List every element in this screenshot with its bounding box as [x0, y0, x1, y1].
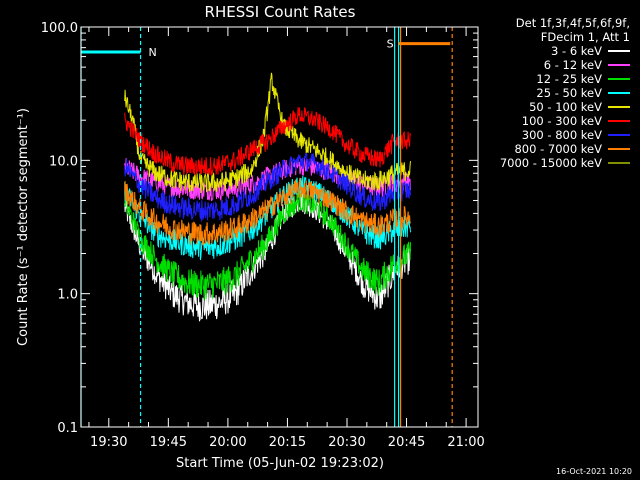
legend-item-0: 3 - 6 keV: [470, 44, 630, 58]
legend-item-3: 25 - 50 keV: [470, 86, 630, 100]
y-tick-label-1: 1.0: [57, 288, 78, 303]
x-tick-label-6: 21:00: [447, 435, 484, 450]
legend-label-2: 12 - 25 keV: [536, 72, 602, 86]
legend-item-2: 12 - 25 keV: [470, 72, 630, 86]
y-axis-label: Count Rate (s⁻¹ detector segment⁻¹): [16, 108, 31, 346]
y-tick-label-0: 0.1: [57, 421, 78, 436]
plot-frame: [80, 26, 479, 428]
series-line-2: [124, 190, 411, 301]
legend-swatch-2: [608, 78, 630, 80]
y-axis: 0.1 1.0 10.0 100.0: [41, 21, 478, 436]
legend-swatch-7: [608, 148, 630, 150]
chart-title: RHESSI Count Rates: [205, 3, 356, 21]
legend-title-line-2: FDecim 1, Att 1: [540, 30, 630, 44]
y-tick-label-2: 10.0: [49, 154, 78, 169]
legend-swatch-4: [608, 106, 630, 108]
legend-label-4: 50 - 100 keV: [529, 100, 602, 114]
legend-label-8: 7000 - 15000 keV: [499, 156, 602, 170]
legend-item-1: 6 - 12 keV: [470, 58, 630, 72]
legend-swatch-1: [608, 64, 630, 66]
x-tick-label-2: 20:00: [209, 435, 246, 450]
x-tick-label-4: 20:30: [328, 435, 365, 450]
series-curves: [124, 72, 411, 322]
x-tick-label-0: 19:30: [90, 435, 127, 450]
legend-item-7: 800 - 7000 keV: [470, 142, 630, 156]
legend-swatch-8: [608, 162, 630, 164]
annotation-label-1: S: [387, 38, 394, 51]
x-tick-label-3: 20:15: [269, 435, 306, 450]
annotation-label-0: N: [149, 46, 157, 59]
y-tick-label-3: 100.0: [41, 21, 78, 36]
legend-label-1: 6 - 12 keV: [543, 58, 602, 72]
legend-item-5: 100 - 300 keV: [470, 114, 630, 128]
x-axis-label: Start Time (05-Jun-02 19:23:02): [176, 456, 384, 471]
series-line-7: [124, 177, 411, 246]
legend-swatch-0: [608, 50, 630, 52]
x-axis: 19:30 19:45 20:00 20:15 20:30 20:45 21:00: [88, 27, 485, 450]
x-tick-label-5: 20:45: [388, 435, 425, 450]
legend-item-6: 300 - 800 keV: [470, 128, 630, 142]
legend-label-3: 25 - 50 keV: [536, 86, 602, 100]
legend-title: Det 1f,3f,4f,5f,6f,9f, FDecim 1, Att 1: [516, 16, 630, 44]
series-line-5: [124, 106, 411, 176]
legend-item-4: 50 - 100 keV: [470, 100, 630, 114]
legend-label-5: 100 - 300 keV: [521, 114, 602, 128]
legend-swatch-6: [608, 134, 630, 136]
annotations: NS: [81, 38, 451, 59]
legend-swatch-3: [608, 92, 630, 94]
legend-label-0: 3 - 6 keV: [551, 44, 602, 58]
legend-label-7: 800 - 7000 keV: [514, 142, 602, 156]
legend-swatch-5: [608, 120, 630, 122]
series-line-4: [124, 72, 411, 194]
legend-item-8: 7000 - 15000 keV: [470, 156, 630, 170]
timestamp: 16-Oct-2021 10:20: [556, 467, 632, 476]
legend-title-line-1: Det 1f,3f,4f,5f,6f,9f,: [515, 16, 630, 30]
series-line-6: [124, 152, 411, 222]
legend-label-6: 300 - 800 keV: [521, 128, 602, 142]
legend: 3 - 6 keV 6 - 12 keV 12 - 25 keV 25 - 50 ke…: [470, 44, 630, 170]
x-tick-label-1: 19:45: [150, 435, 187, 450]
